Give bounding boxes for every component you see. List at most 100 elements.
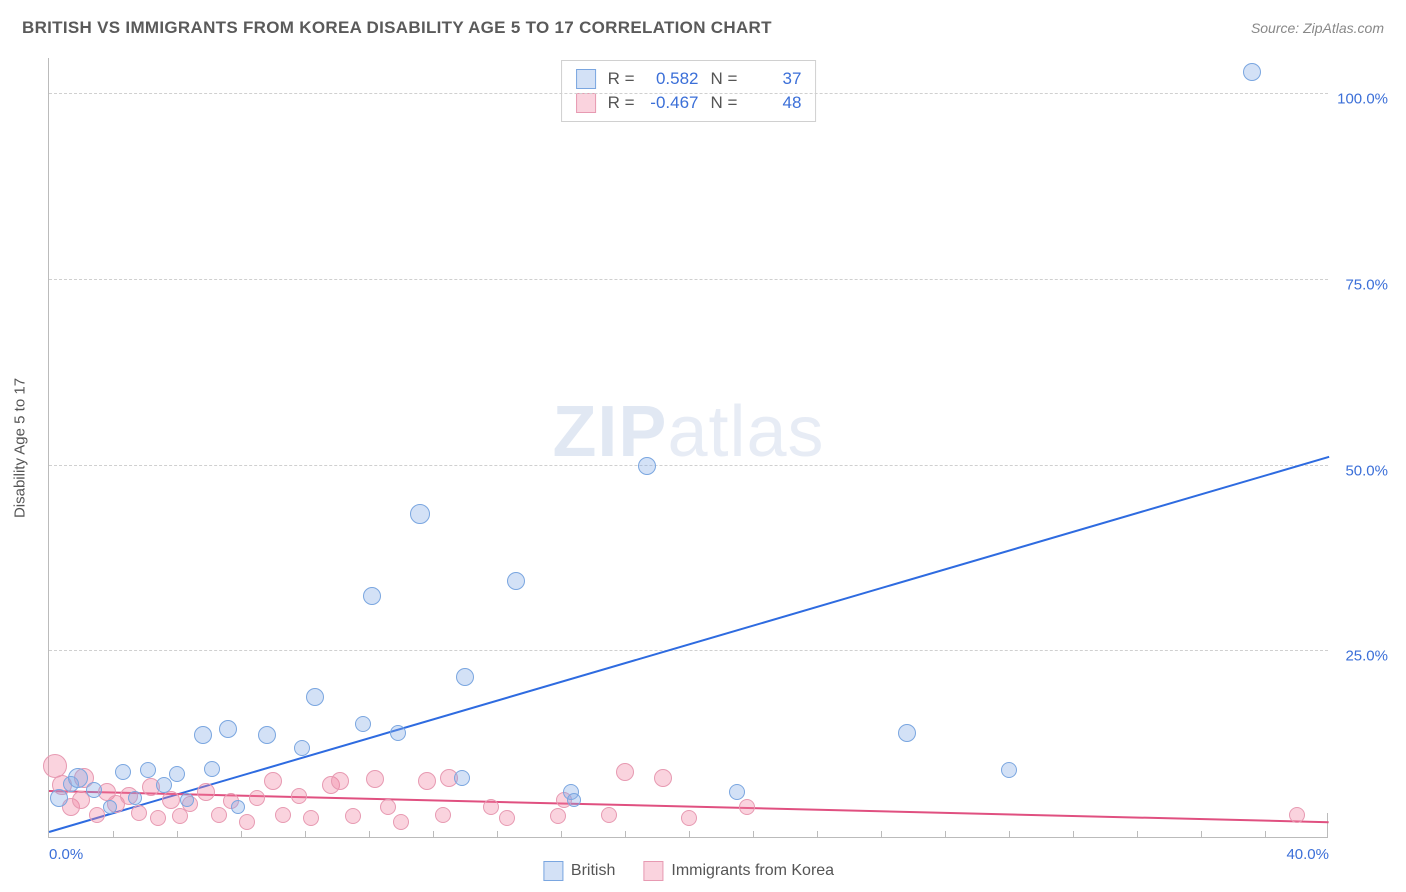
korea-point [345,808,361,824]
y-axis-label: Disability Age 5 to 17 [12,378,29,518]
korea-point [291,788,307,804]
x-minor-tick [817,831,818,837]
korea-point [162,791,180,809]
x-minor-tick [753,831,754,837]
source-attribution: Source: ZipAtlas.com [1251,20,1384,36]
british-point [1243,63,1261,81]
korea-point [418,772,436,790]
british-point [194,726,212,744]
korea-point [654,769,672,787]
british-point [306,688,324,706]
n-label: N = [711,93,738,113]
gridline [49,650,1328,651]
british-point [140,762,156,778]
british-point [410,504,430,524]
british-point [294,740,310,756]
gridline [49,465,1328,466]
y-tick-label: 50.0% [1345,462,1388,479]
x-minor-tick [625,831,626,837]
british-point [231,800,245,814]
british-point [390,725,406,741]
british-point [363,587,381,605]
korea-point [739,799,755,815]
x-minor-tick [369,831,370,837]
x-minor-tick [113,831,114,837]
correlation-legend: R = 0.582 N = 37 R = -0.467 N = 48 [561,60,817,122]
british-point [898,724,916,742]
x-axis-end-tick [1327,813,1328,837]
y-tick-label: 25.0% [1345,648,1388,665]
korea-point [499,810,515,826]
x-minor-tick [1073,831,1074,837]
british-point [456,668,474,686]
swatch-korea [643,861,663,881]
british-point [128,791,142,805]
x-minor-tick [433,831,434,837]
british-point [729,784,745,800]
korea-point [1289,807,1305,823]
korea-point [275,807,291,823]
british-point [68,768,88,788]
british-point [219,720,237,738]
chart-title: BRITISH VS IMMIGRANTS FROM KOREA DISABIL… [22,18,772,38]
watermark: ZIPatlas [552,391,824,473]
r-value-korea: -0.467 [643,93,699,113]
x-minor-tick [945,831,946,837]
british-point [50,789,68,807]
x-minor-tick [1201,831,1202,837]
x-minor-tick [305,831,306,837]
british-point [169,766,185,782]
korea-point [483,799,499,815]
gridline [49,279,1328,280]
british-point [567,793,581,807]
x-minor-tick [561,831,562,837]
x-minor-tick [177,831,178,837]
korea-point [131,805,147,821]
legend-row-british: R = 0.582 N = 37 [576,67,802,91]
x-minor-tick [497,831,498,837]
x-minor-tick [1265,831,1266,837]
british-point [507,572,525,590]
x-minor-tick [1137,831,1138,837]
n-value-korea: 48 [745,93,801,113]
legend-label-british: British [571,862,615,880]
british-point [156,777,172,793]
x-minor-tick [689,831,690,837]
british-point [86,782,102,798]
british-point [355,716,371,732]
y-tick-label: 100.0% [1337,91,1388,108]
trend-line [49,456,1330,833]
gridline [49,93,1328,94]
korea-point [550,808,566,824]
british-point [115,764,131,780]
chart-area: Disability Age 5 to 17 ZIPatlas R = 0.58… [48,58,1378,838]
korea-point [331,772,349,790]
legend-item-british: British [543,861,615,881]
x-minor-tick [881,831,882,837]
y-tick-label: 75.0% [1345,276,1388,293]
legend-item-korea: Immigrants from Korea [643,861,834,881]
korea-point [681,810,697,826]
british-point [103,800,117,814]
british-point [258,726,276,744]
korea-point [380,799,396,815]
korea-point [616,763,634,781]
x-minor-tick [241,831,242,837]
n-label: N = [711,69,738,89]
r-label: R = [608,69,635,89]
british-point [638,457,656,475]
watermark-rest: atlas [667,392,824,472]
korea-point [150,810,166,826]
legend-row-korea: R = -0.467 N = 48 [576,91,802,115]
korea-point [366,770,384,788]
x-tick-label: 0.0% [49,846,83,863]
scatter-plot: ZIPatlas R = 0.582 N = 37 R = -0.467 N =… [48,58,1328,838]
korea-point [239,814,255,830]
korea-point [197,783,215,801]
korea-point [264,772,282,790]
korea-point [393,814,409,830]
chart-header: BRITISH VS IMMIGRANTS FROM KOREA DISABIL… [0,0,1406,48]
korea-point [601,807,617,823]
series-legend: British Immigrants from Korea [543,861,834,881]
british-point [1001,762,1017,778]
